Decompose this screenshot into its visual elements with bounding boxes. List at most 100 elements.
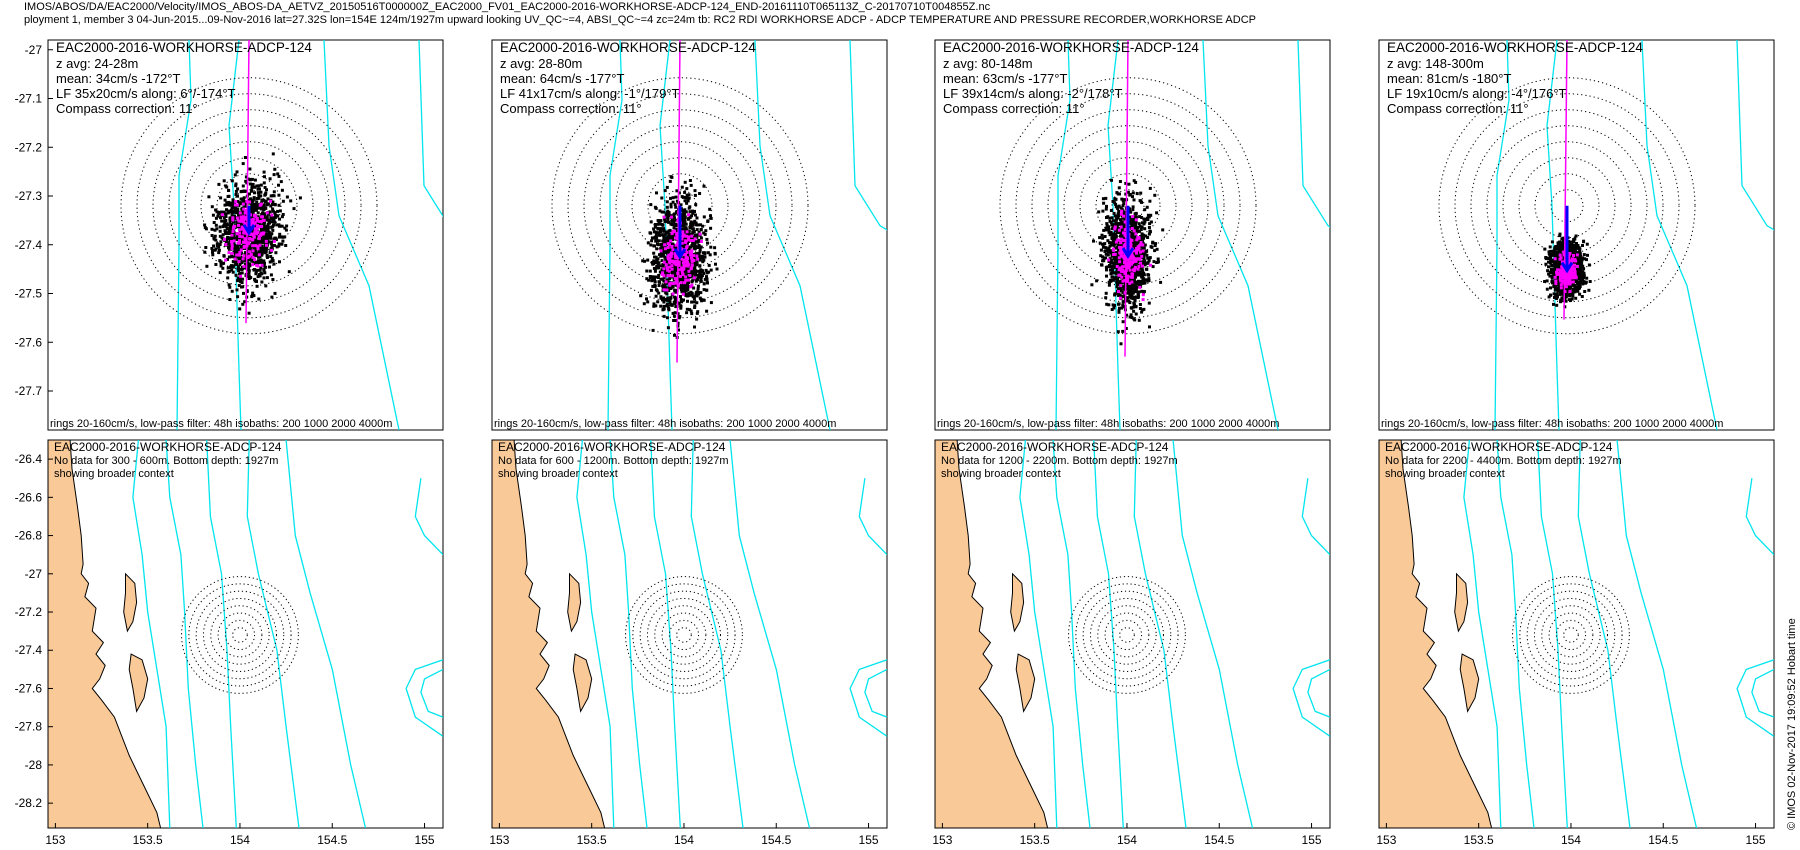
scatter-point (703, 251, 707, 255)
scatter-point (1576, 289, 1580, 293)
lowpass-point (238, 228, 241, 232)
scatter-point (278, 232, 282, 236)
lowpass-point (666, 257, 670, 261)
lowpass-point (224, 243, 228, 246)
lowpass-point (1120, 275, 1124, 279)
lowpass-point (270, 248, 274, 252)
lowpass-point (668, 265, 672, 269)
scatter-point (271, 225, 275, 229)
scatter-point (1122, 202, 1126, 206)
scatter-point (689, 183, 693, 187)
scatter-point (1546, 269, 1550, 273)
scatter-point (1117, 306, 1121, 310)
lowpass-point (1120, 248, 1124, 252)
scatter-point (250, 177, 254, 181)
scatter-point (1553, 260, 1557, 264)
lowpass-point (230, 244, 234, 248)
scatter-point (668, 228, 672, 232)
scatter-point (269, 242, 273, 246)
scatter-point (684, 226, 688, 230)
scatter-point (702, 271, 706, 275)
scatter-point (1147, 215, 1151, 219)
scatter-point (652, 227, 656, 231)
scatter-point (1148, 222, 1152, 226)
scatter-point (227, 228, 231, 232)
scatter-point (218, 243, 222, 246)
scatter-point (233, 255, 237, 259)
scatter-point (695, 311, 699, 315)
scatter-point (220, 219, 224, 223)
panel-info-line: mean: 34cm/s -172°T (56, 71, 180, 86)
scatter-point (679, 279, 683, 282)
scatter-point (1559, 299, 1563, 303)
scatter-point (227, 247, 231, 251)
scatter-point (653, 269, 657, 273)
scatter-point (238, 279, 242, 283)
scatter-point (661, 298, 664, 302)
scatter-point (217, 248, 221, 252)
lowpass-point (264, 239, 268, 243)
scatter-point (662, 227, 665, 231)
speed-ring (1534, 173, 1600, 239)
scatter-point (1115, 258, 1119, 262)
lowpass-point (667, 269, 671, 273)
lowpass-point (689, 239, 693, 242)
scatter-point (218, 234, 222, 238)
scatter-point (709, 226, 713, 230)
lowpass-point (687, 235, 691, 239)
scatter-point (1118, 180, 1122, 183)
scatter-point (1097, 210, 1101, 214)
scatter-point (660, 210, 664, 214)
scatter-point (1105, 222, 1109, 226)
lowpass-point (670, 260, 674, 264)
scatter-point (660, 253, 664, 257)
scatter-point (212, 236, 216, 240)
scatter-point (1147, 279, 1151, 282)
scatter-point (267, 233, 271, 236)
scatter-point (236, 210, 240, 214)
scatter-point (1114, 221, 1118, 225)
scatter-point (263, 251, 267, 255)
scatter-point (246, 274, 250, 278)
scatter-point (284, 244, 288, 247)
scatter-point (1107, 250, 1110, 254)
scatter-point (1577, 265, 1581, 269)
scatter-point (243, 204, 247, 208)
lowpass-point (662, 288, 666, 292)
scatter-point (228, 220, 232, 224)
scatter-point (1104, 252, 1108, 256)
scatter-point (661, 223, 665, 227)
scatter-point (1140, 308, 1144, 312)
scatter-point (1150, 245, 1154, 249)
scatter-point (702, 215, 706, 219)
panel-footer: rings 20-160cm/s, low-pass filter: 48h i… (50, 418, 392, 430)
scatter-point (1571, 283, 1575, 287)
lowpass-point (1128, 241, 1132, 245)
scatter-point (240, 281, 244, 285)
lowpass-point (250, 238, 254, 242)
scatter-point (671, 234, 675, 238)
scatter-point (1574, 296, 1578, 300)
scatter-point (1116, 287, 1120, 291)
scatter-point (1120, 258, 1124, 262)
scatter-point (1578, 251, 1582, 255)
scatter-point (213, 234, 217, 238)
scatter-point (674, 319, 678, 322)
lowpass-point (1122, 254, 1126, 258)
scatter-point (698, 274, 702, 278)
scatter-point (217, 245, 221, 249)
lowpass-point (662, 215, 666, 219)
scatter-point (1132, 198, 1136, 202)
scatter-point (1556, 259, 1559, 263)
scatter-point (224, 232, 227, 235)
lowpass-point (248, 237, 252, 241)
scatter-point (240, 271, 244, 275)
scatter-point (253, 185, 257, 189)
scatter-point (1113, 292, 1117, 296)
lowpass-point (1130, 275, 1134, 279)
scatter-point (1147, 301, 1151, 305)
scatter-point (1582, 239, 1585, 243)
scatter-point (236, 267, 240, 271)
lowpass-point (1120, 269, 1124, 273)
scatter-point (662, 304, 666, 308)
